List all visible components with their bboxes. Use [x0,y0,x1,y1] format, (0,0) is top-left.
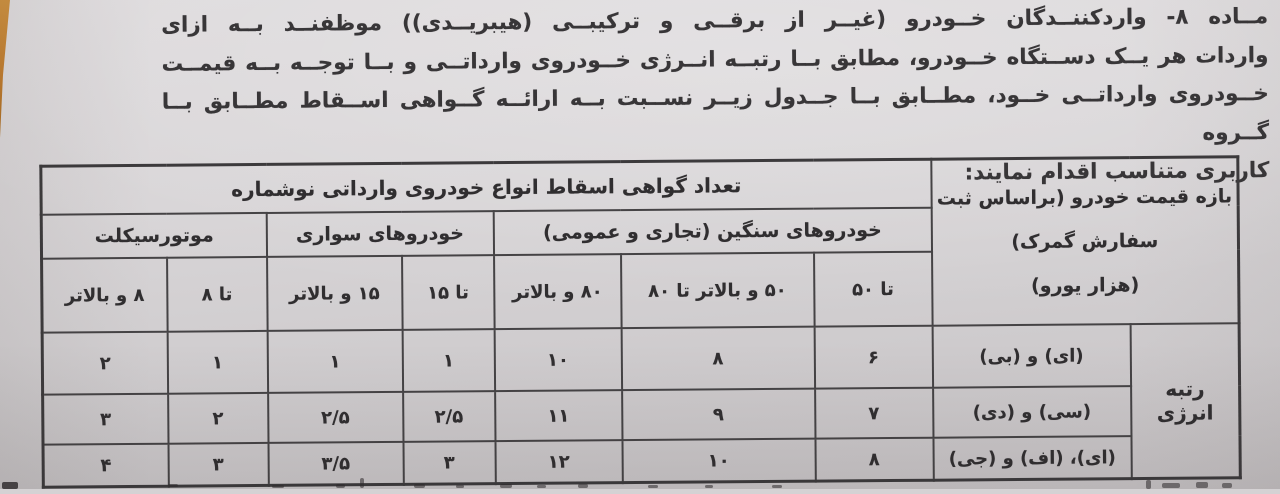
group-motorcycles: موتورسیکلت [41,212,267,259]
energy-class-cell: (سی) و (دی) [932,386,1132,438]
cert-count-cell: ۱۲ [495,440,623,484]
band-heavy-upto50: تا ۵۰ [813,251,933,327]
cert-count-cell: ۸ [815,437,934,482]
price-range-line-1: بازه قیمت خودرو (براساس ثبت [936,185,1233,210]
cert-count-cell: ۳ [168,442,269,487]
cert-count-cell: ۲/۵ [402,391,496,442]
cert-count-cell: ۲/۵ [267,391,404,443]
cert-count-cell: ۷ [814,387,934,439]
cert-count-cell: ۱۱ [494,390,623,442]
cert-count-cell: ۱ [167,330,268,394]
band-moto-upto8: تا ۸ [166,256,268,332]
band-heavy-50to80: ۵۰ و بالاتر تا ۸۰ [620,252,815,329]
cert-count-cell: ۶ [814,325,933,389]
energy-class-cell: (ای)، (اف) و (جی) [933,436,1132,481]
cert-count-cell: ۴ [43,443,169,488]
band-moto-8plus: ۸ و بالاتر [41,257,168,333]
group-heavy-vehicles: خودروهای سنگین (تجاری و عمومی) [493,207,932,256]
paragraph-line-3: خــودروی وارداتــی خــود، مطــابق بــا ج… [161,81,1270,146]
cert-count-cell: ۱ [267,329,403,393]
price-range-line-3: (هزار یورو) [1030,274,1140,297]
band-car-upto15: تا ۱۵ [401,255,495,330]
scrappage-certificates-table: بازه قیمت خودرو (براساس ثبت سفارش گمرک) … [39,155,1242,489]
cert-count-cell: ۲ [167,392,269,444]
energy-rating-header: رتبه انرژی [1130,323,1241,479]
cert-count-cell: ۳ [403,441,496,485]
cert-count-cell: ۳ [42,393,169,445]
price-range-header: بازه قیمت خودرو (براساس ثبت سفارش گمرک) … [930,156,1240,326]
group-passenger-cars: خودروهای سواری [266,211,494,257]
cert-count-cell: ۳/۵ [268,441,404,486]
cert-count-cell: ۸ [621,326,815,391]
price-range-line-2: سفارش گمرک) [1011,229,1159,254]
cert-count-cell: ۹ [621,388,816,441]
energy-class-cell: (ای) و (بی) [932,324,1131,388]
band-car-15plus: ۱۵ و بالاتر [266,255,403,331]
band-heavy-80plus: ۸۰ و بالاتر [493,254,622,330]
cert-count-cell: ۱۰ [622,438,816,483]
cert-count-cell: ۱ [402,329,495,392]
cert-count-cell: ۲ [42,331,168,395]
certificates-title: تعداد گواهی اسقاط انواع خودروی وارداتی ن… [40,159,932,215]
cert-count-cell: ۱۰ [494,328,622,392]
